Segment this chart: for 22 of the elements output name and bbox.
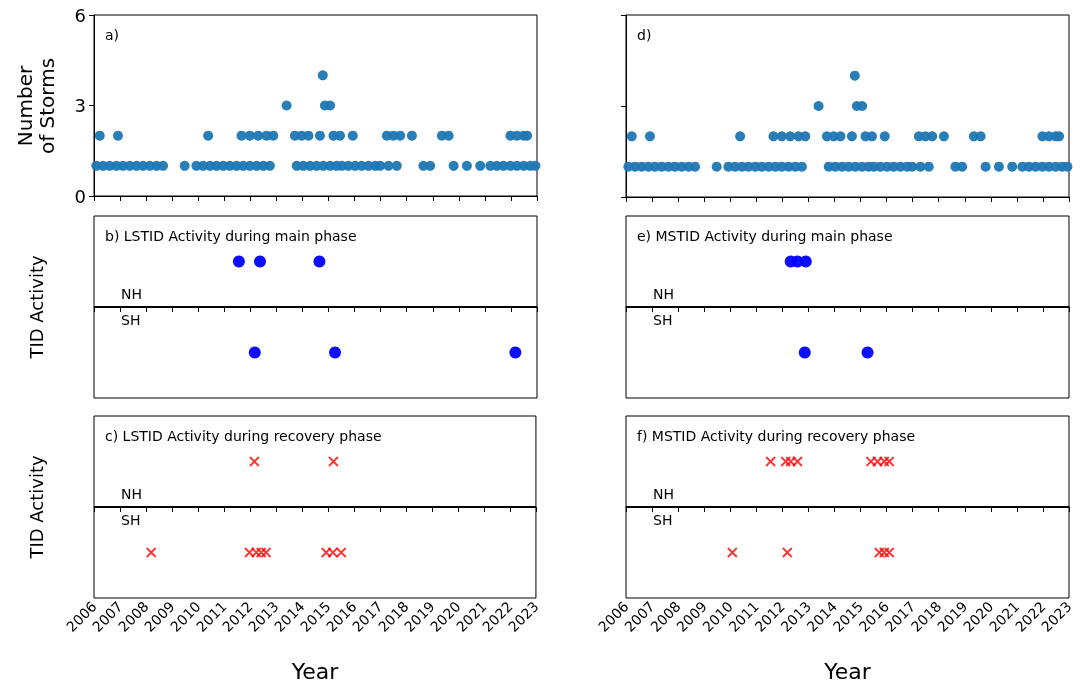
annotation: NH	[653, 486, 674, 502]
y-axis-title: TID Activity	[25, 255, 47, 360]
y-axis-title: Number of Storms	[13, 57, 59, 155]
annotation: SH	[121, 312, 141, 328]
x-axis-title: Year	[290, 658, 340, 684]
annotation: SH	[653, 512, 673, 528]
annotation: SH	[121, 512, 141, 528]
annotation: SH	[653, 312, 673, 328]
x-axis-title: Year	[823, 658, 872, 684]
chart-title: e) MSTID Activity during main phase	[637, 228, 893, 244]
text: a)	[105, 27, 120, 43]
y-tick-label: 3	[74, 95, 86, 116]
chart-title: c) LSTID Activity during recovery phase	[105, 428, 382, 444]
annotation: NH	[121, 286, 142, 302]
y-tick-label: 6	[74, 4, 86, 26]
y-tick-label: 0	[74, 185, 86, 207]
chart-title: f) MSTID Activity during recovery phase	[637, 428, 916, 444]
y-axis-title: TID Activity	[25, 455, 47, 560]
chart-title: b) LSTID Activity during main phase	[105, 228, 357, 244]
text: d)	[637, 27, 652, 43]
annotation: NH	[121, 486, 142, 502]
annotation: NH	[653, 286, 674, 302]
